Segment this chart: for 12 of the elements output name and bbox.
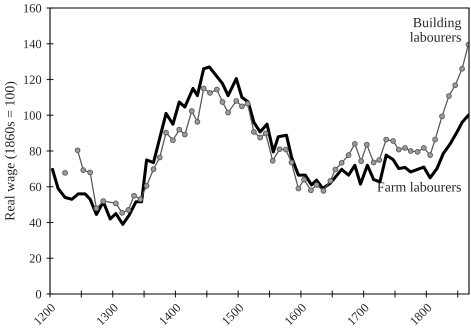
y-tick-label: 140 xyxy=(24,40,42,48)
series-label: Building labourers xyxy=(410,17,462,42)
y-tick-label: 20 xyxy=(30,254,42,263)
y-tick-label: 160 xyxy=(24,4,42,12)
y-tick-label: 80 xyxy=(30,147,42,156)
y-tick-label: 0 xyxy=(36,290,42,298)
y-tick-label: 40 xyxy=(29,218,42,227)
y-axis-title: Real wage (1860s = 100) xyxy=(4,82,18,220)
y-tick-label: 100 xyxy=(24,111,42,120)
series-label: Farm labourers xyxy=(377,182,461,192)
y-tick-label: 120 xyxy=(24,76,42,84)
y-tick-label: 60 xyxy=(30,182,42,192)
